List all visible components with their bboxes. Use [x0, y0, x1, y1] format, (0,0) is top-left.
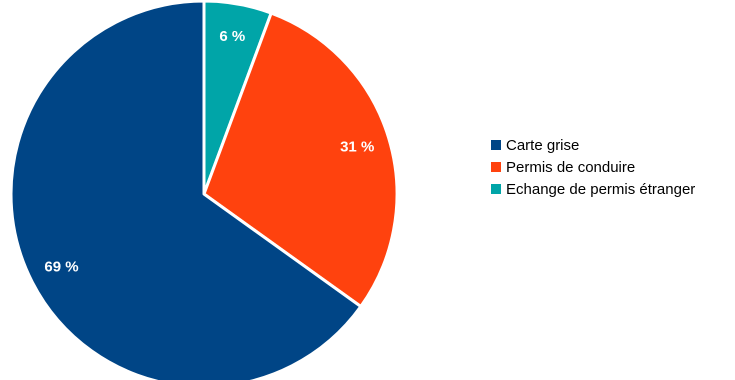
legend: Carte grise Permis de conduire Echange d…: [491, 134, 695, 200]
pie-slices: [9, 0, 399, 380]
pie-slice-carte-grise: [9, 0, 363, 380]
pie-slice-permis-de-conduire: [202, 11, 399, 309]
pie-label-echange-de-permis-etranger: 6 %: [219, 28, 245, 45]
legend-swatch-echange-de-permis: [491, 184, 501, 194]
legend-item-carte-grise: Carte grise: [491, 134, 695, 156]
pie-label-carte-grise: 69 %: [44, 259, 78, 276]
legend-label-carte-grise: Carte grise: [506, 136, 580, 154]
legend-item-echange-de-permis: Echange de permis étranger: [491, 178, 695, 200]
legend-item-permis-de-conduire: Permis de conduire: [491, 156, 695, 178]
pie-labels: 6 % 31 % 69 %: [44, 28, 374, 276]
legend-label-echange-de-permis: Echange de permis étranger: [506, 180, 696, 198]
legend-swatch-permis-de-conduire: [491, 162, 501, 172]
pie-label-permis-de-conduire: 31 %: [340, 139, 374, 156]
legend-swatch-carte-grise: [491, 140, 501, 150]
legend-label-permis-de-conduire: Permis de conduire: [506, 158, 636, 176]
